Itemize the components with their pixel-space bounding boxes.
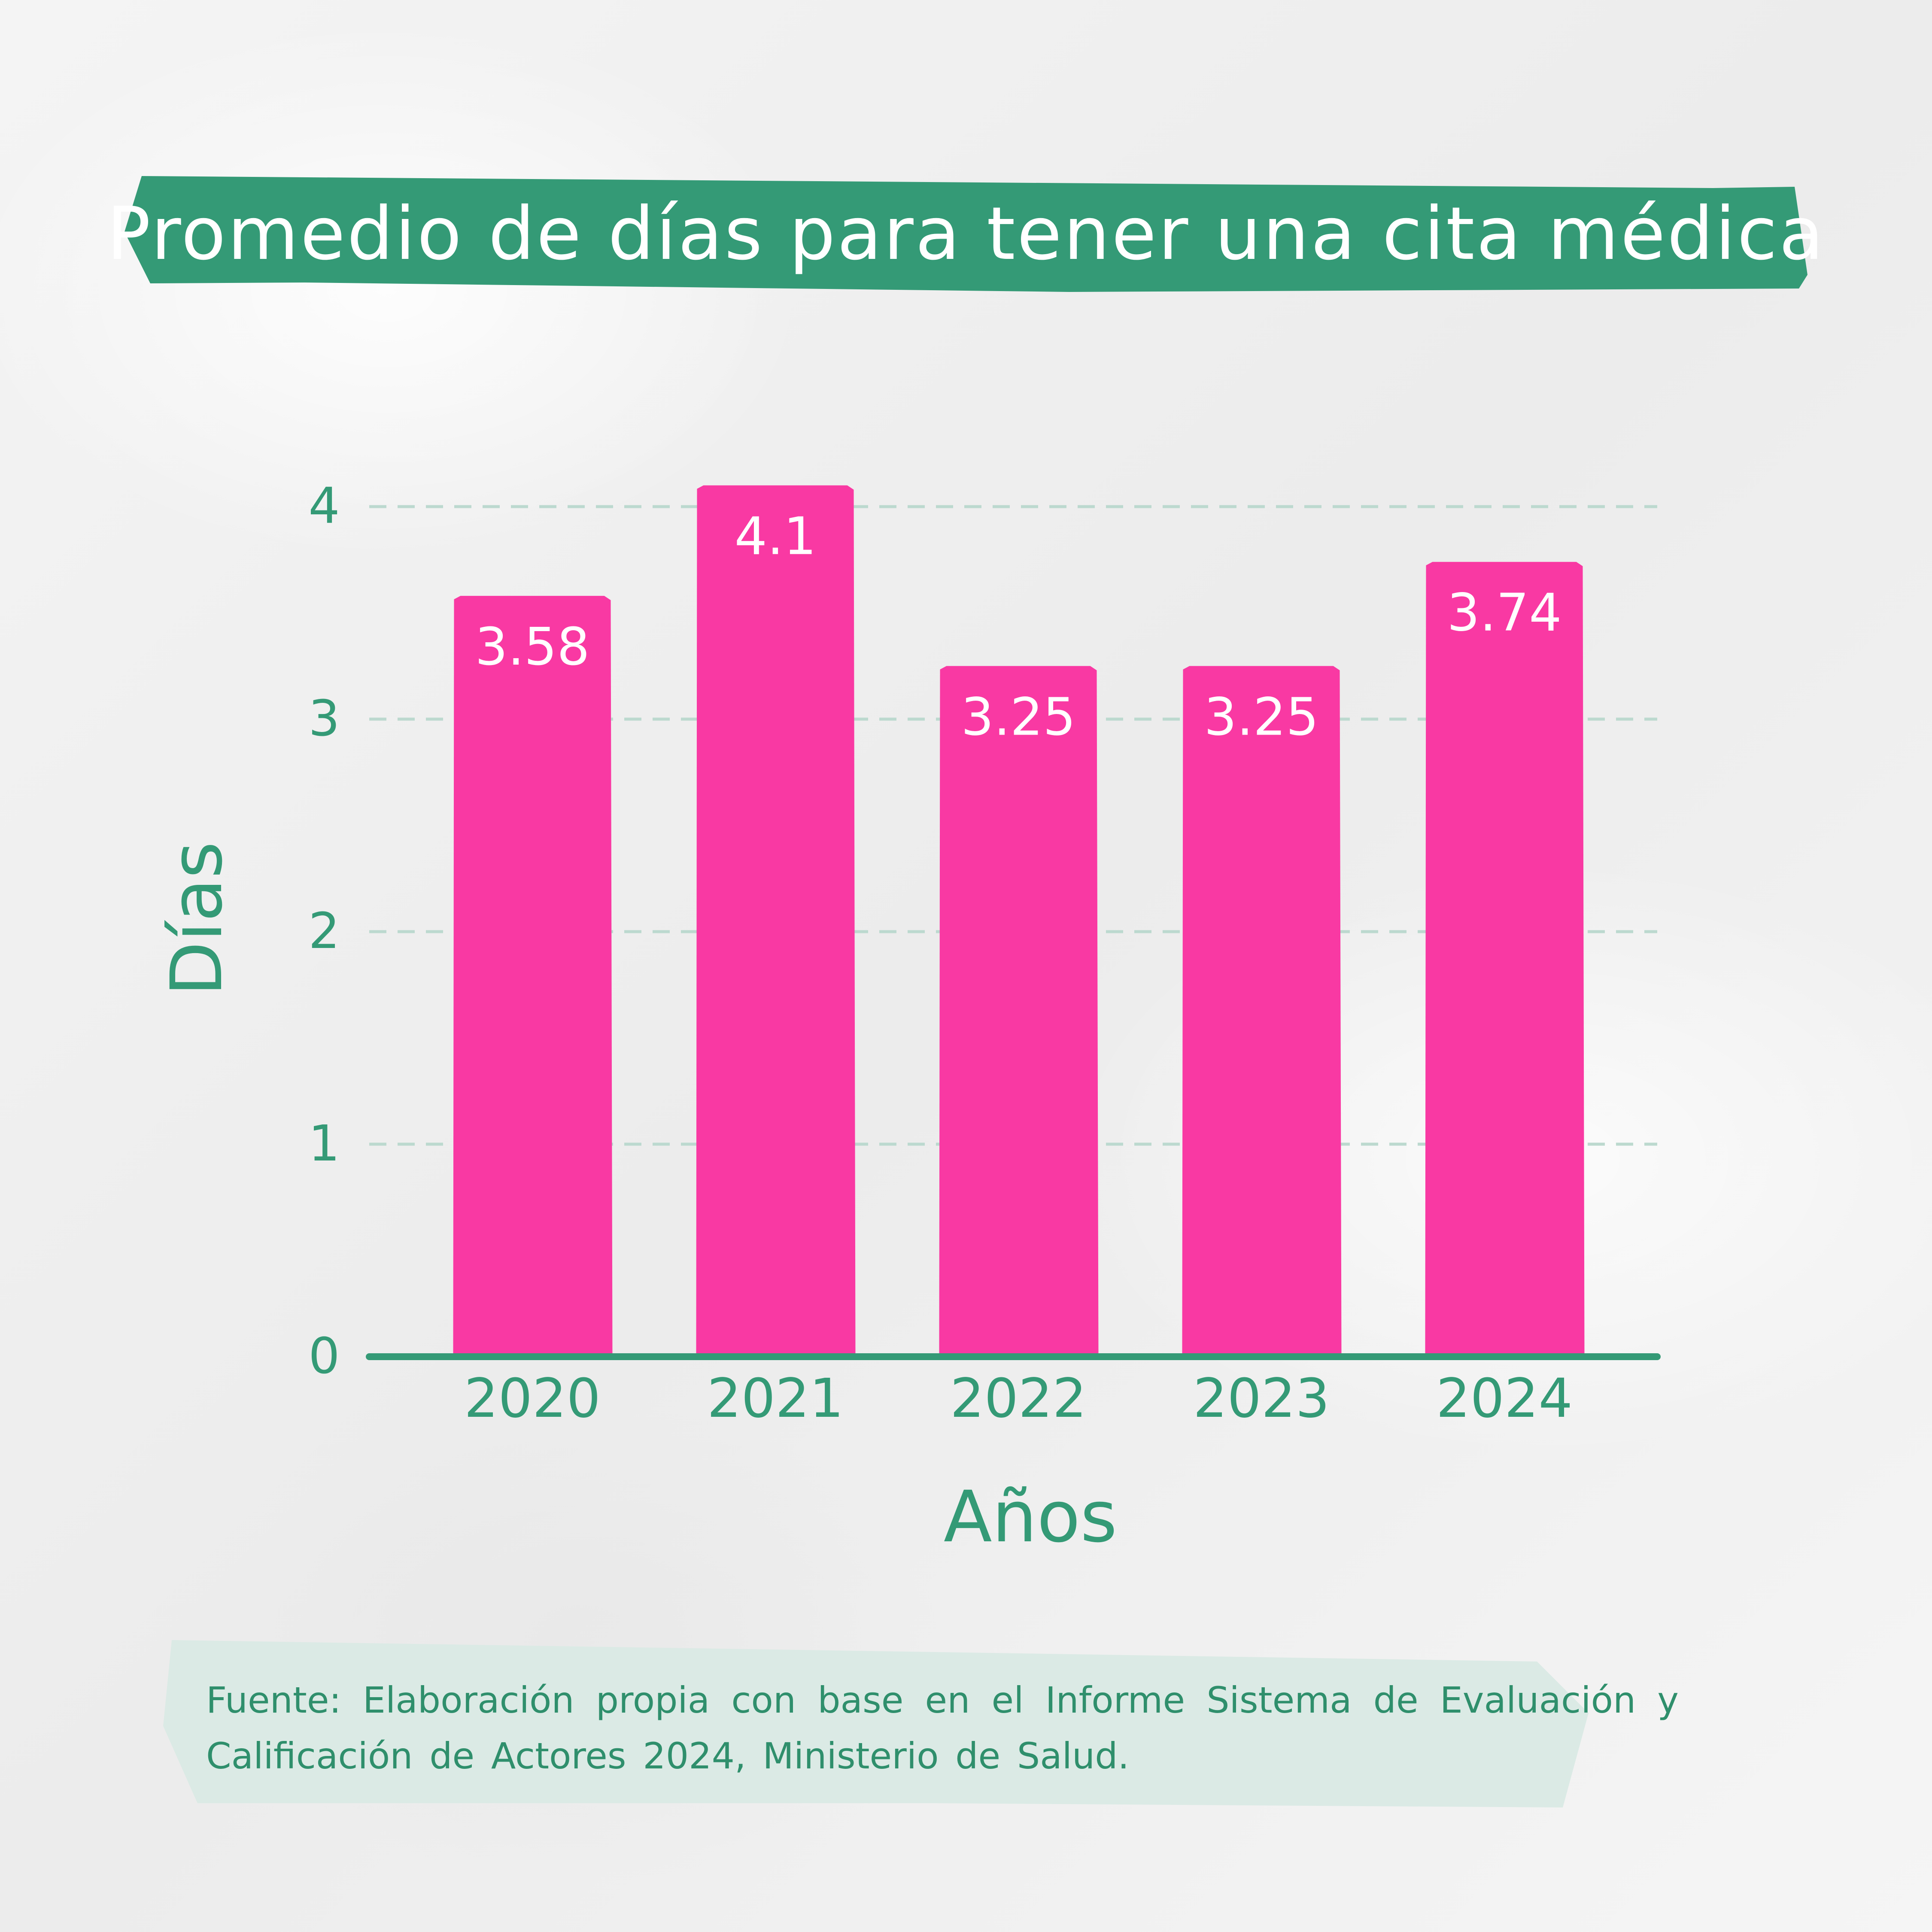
bar-2022 <box>939 666 1099 1357</box>
title-banner: Promedio de días para tener una cita méd… <box>106 176 1826 292</box>
bar-value-label: 3.25 <box>961 687 1075 747</box>
x-tick-label: 2023 <box>1193 1367 1330 1430</box>
x-tick-label: 2021 <box>707 1367 844 1430</box>
x-tick-label: 2020 <box>464 1367 601 1430</box>
bar-value-label: 4.1 <box>735 507 817 567</box>
x-tick-label: 2024 <box>1436 1367 1573 1430</box>
ticks-layer: 0 1 2 3 4 2020 2021 2022 2023 2024 <box>308 477 1573 1430</box>
source-note: Fuente: Elaboración propia con base en e… <box>206 1679 1679 1777</box>
y-tick-label: 1 <box>308 1115 340 1173</box>
labels-layer: 3.58 4.1 3.25 3.25 3.74 <box>475 507 1561 747</box>
title-banner-shape <box>125 176 1807 292</box>
y-tick-label: 3 <box>308 690 340 747</box>
bars-layer <box>453 485 1585 1357</box>
bar-2021 <box>696 485 856 1357</box>
source-box-shape <box>163 1640 1589 1807</box>
bar-2020 <box>453 595 613 1357</box>
y-tick-label: 0 <box>308 1327 340 1385</box>
bar-value-label: 3.58 <box>475 617 589 677</box>
x-axis-label: Años <box>944 1476 1117 1558</box>
page-title: Promedio de días para tener una cita méd… <box>106 191 1826 276</box>
bar-value-label: 3.25 <box>1204 687 1318 747</box>
bar-value-label: 3.74 <box>1447 583 1561 643</box>
y-tick-label: 2 <box>308 902 340 960</box>
y-axis-label: Días <box>155 841 238 996</box>
x-tick-label: 2022 <box>950 1367 1087 1430</box>
y-tick-label: 4 <box>308 477 340 535</box>
source-box: Fuente: Elaboración propia con base en e… <box>163 1640 1679 1807</box>
bar-2024 <box>1425 562 1585 1357</box>
bar-2023 <box>1182 666 1342 1357</box>
